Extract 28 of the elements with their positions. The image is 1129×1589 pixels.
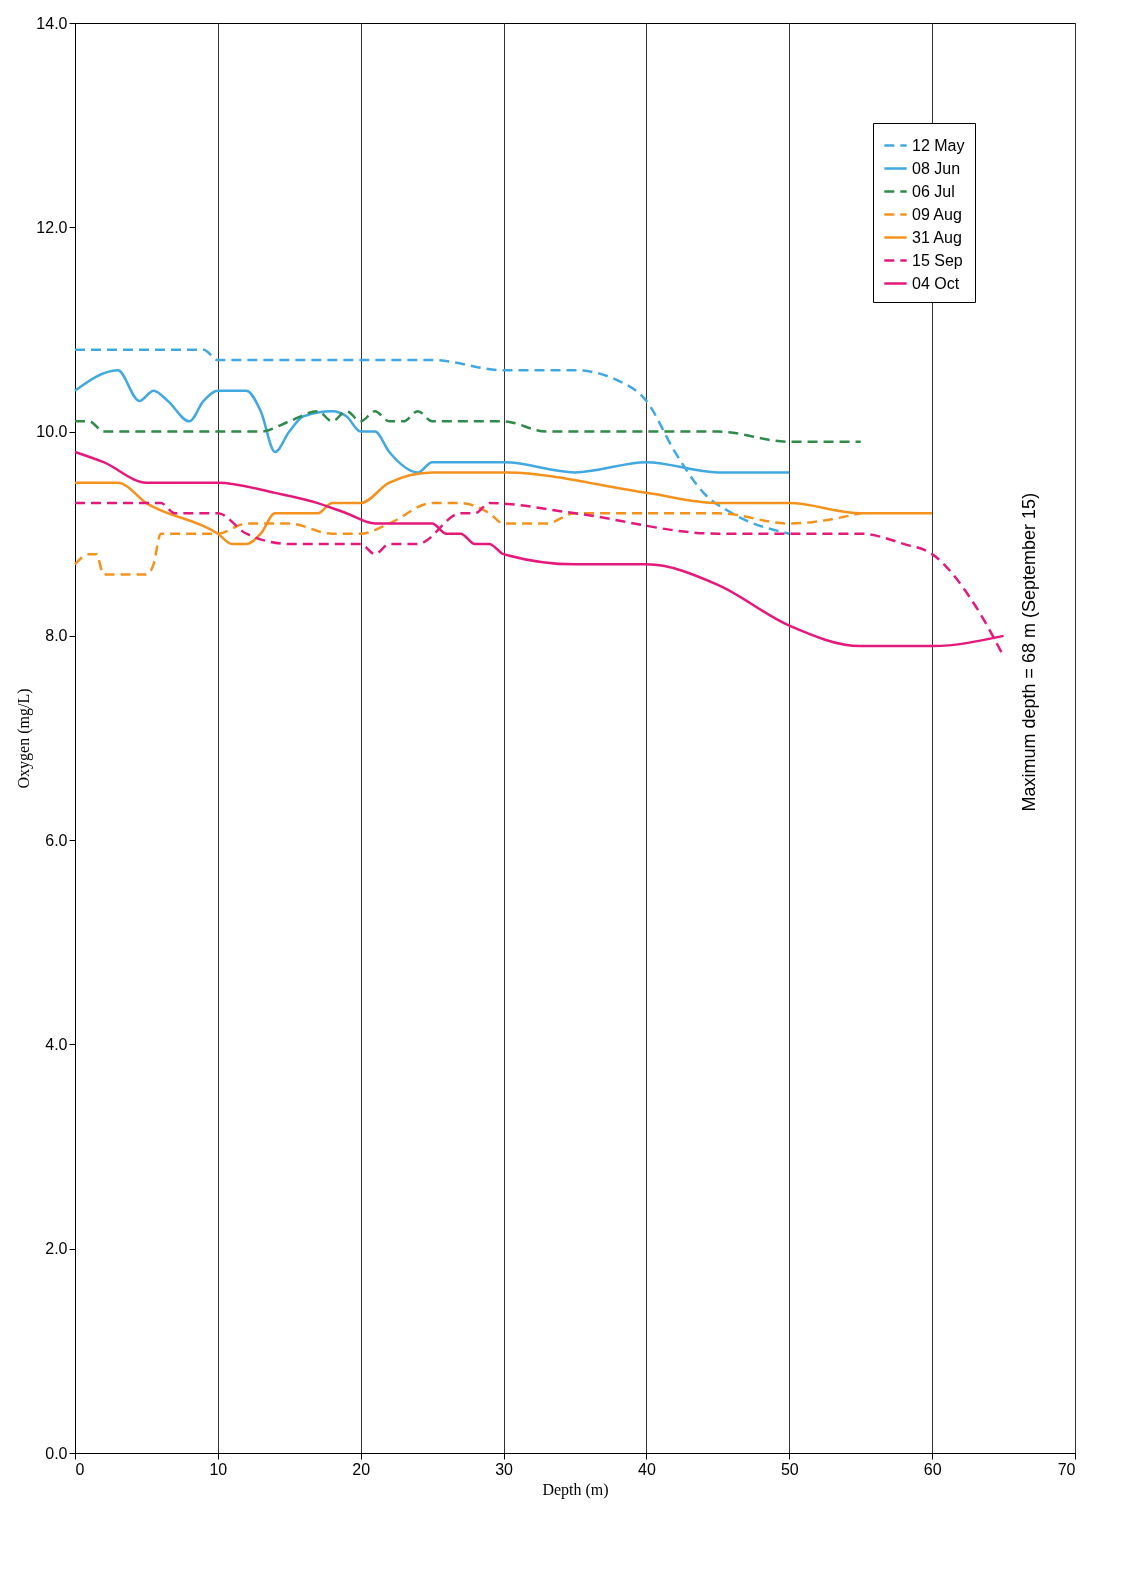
annotation: Maximum depth = 68 m (September 15) bbox=[1019, 492, 1039, 812]
legend-label: 06 Jul bbox=[912, 182, 955, 200]
legend-label: 09 Aug bbox=[912, 205, 962, 223]
y-tick-label: 14.0 bbox=[36, 14, 68, 32]
y-tick-label: 2.0 bbox=[45, 1240, 68, 1258]
y-axis-title: Oxygen (mg/L) bbox=[15, 688, 34, 789]
x-tick-label: 30 bbox=[495, 1460, 514, 1478]
line-series bbox=[73, 409, 862, 444]
x-tick-label: 10 bbox=[209, 1460, 228, 1478]
line-series bbox=[73, 348, 791, 535]
y-tick-label: 12.0 bbox=[36, 218, 68, 236]
y-tick-label: 8.0 bbox=[45, 627, 68, 645]
legend-label: 08 Jun bbox=[912, 159, 961, 177]
x-tick-label: 60 bbox=[923, 1460, 942, 1478]
y-tick-label: 4.0 bbox=[45, 1035, 68, 1053]
x-tick-label: 50 bbox=[780, 1460, 799, 1478]
legend-label: 04 Oct bbox=[912, 274, 960, 292]
x-tick-label: 20 bbox=[352, 1460, 371, 1478]
y-tick-label: 10.0 bbox=[36, 423, 68, 441]
legend-label: 31 Aug bbox=[912, 228, 962, 246]
x-tick-label: 40 bbox=[638, 1460, 656, 1478]
legend-label: 12 May bbox=[912, 136, 965, 154]
x-tick-label: 0 bbox=[75, 1460, 85, 1478]
legend-label: 15 Sep bbox=[912, 251, 963, 269]
y-tick-label: 0.0 bbox=[45, 1444, 68, 1462]
x-axis-title: Depth (m) bbox=[542, 1480, 609, 1499]
y-tick-label: 6.0 bbox=[45, 831, 68, 849]
x-tick-label: 70 bbox=[1057, 1460, 1076, 1478]
